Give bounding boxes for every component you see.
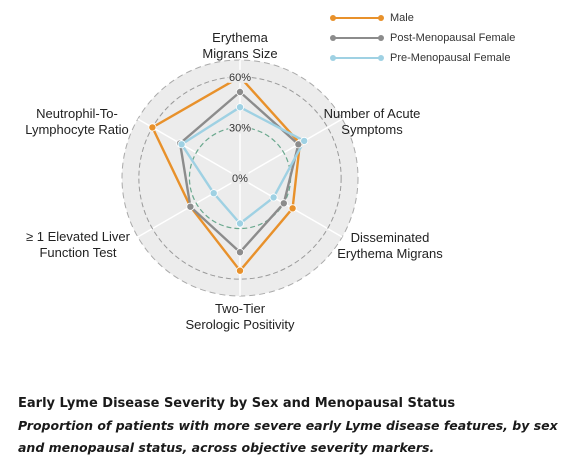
radial-tick-label: 30% <box>229 122 251 134</box>
legend-item: Pre-Menopausal Female <box>330 48 515 68</box>
radial-tick-label-bg <box>228 69 252 83</box>
series-point-2-0 <box>235 103 244 112</box>
series-point-2-5 <box>177 140 186 149</box>
legend-label: Pre-Menopausal Female <box>390 52 511 64</box>
series-point-0-3 <box>235 266 244 275</box>
series-point-1-1 <box>294 140 303 149</box>
axis-label: Erythema <box>212 30 268 45</box>
caption-title: Early Lyme Disease Severity by Sex and M… <box>18 396 456 411</box>
series-point-1-2 <box>279 199 288 208</box>
axis-label: Two-Tier <box>215 301 266 316</box>
axis-label: ≥ 1 Elevated Liver <box>26 229 131 244</box>
series-point-2-3 <box>235 219 244 228</box>
radar-chart: 0% 30% 60% Erythema Migrans Size Number of Ac… <box>25 8 515 332</box>
chart-legend: Male Post-Menopausal Female Pre-Menopausal… <box>330 8 515 68</box>
series-point-1-4 <box>186 202 195 211</box>
radar-spoke <box>239 118 343 179</box>
series-point-2-2 <box>269 193 278 202</box>
radial-tick-label-bg <box>228 120 252 134</box>
axis-label: Symptoms <box>341 122 403 137</box>
axis-label: Lymphocyte Ratio <box>25 122 129 137</box>
legend-label: Post-Menopausal Female <box>390 32 516 44</box>
figure-caption: Early Lyme Disease Severity by Sex and M… <box>18 396 573 459</box>
series-point-2-1 <box>300 136 309 145</box>
axis-label: Erythema Migrans <box>337 246 443 261</box>
axis-label: Migrans Size <box>202 46 277 61</box>
legend-item: Male <box>330 8 515 28</box>
legend-swatch <box>330 13 384 23</box>
series-point-0-5 <box>148 123 157 132</box>
caption-subtitle: Proportion of patients with more severe … <box>18 418 558 455</box>
legend-swatch <box>330 33 384 43</box>
axis-label: Number of Acute <box>324 106 421 121</box>
axis-label: Serologic Positivity <box>185 317 295 332</box>
series-point-1-3 <box>235 248 244 257</box>
legend-item: Post-Menopausal Female <box>330 28 515 48</box>
axis-label: Neutrophil-To- <box>36 106 118 121</box>
radial-tick-label: 0% <box>232 173 248 185</box>
series-point-2-4 <box>209 189 218 198</box>
series-point-0-2 <box>288 204 297 213</box>
radial-tick-label: 60% <box>229 72 251 84</box>
axis-label: Function Test <box>39 245 116 260</box>
series-point-1-0 <box>235 88 244 97</box>
axis-label: Disseminated <box>351 230 430 245</box>
legend-label: Male <box>390 12 414 24</box>
legend-swatch <box>330 53 384 63</box>
radial-tick-label-bg <box>231 171 249 184</box>
